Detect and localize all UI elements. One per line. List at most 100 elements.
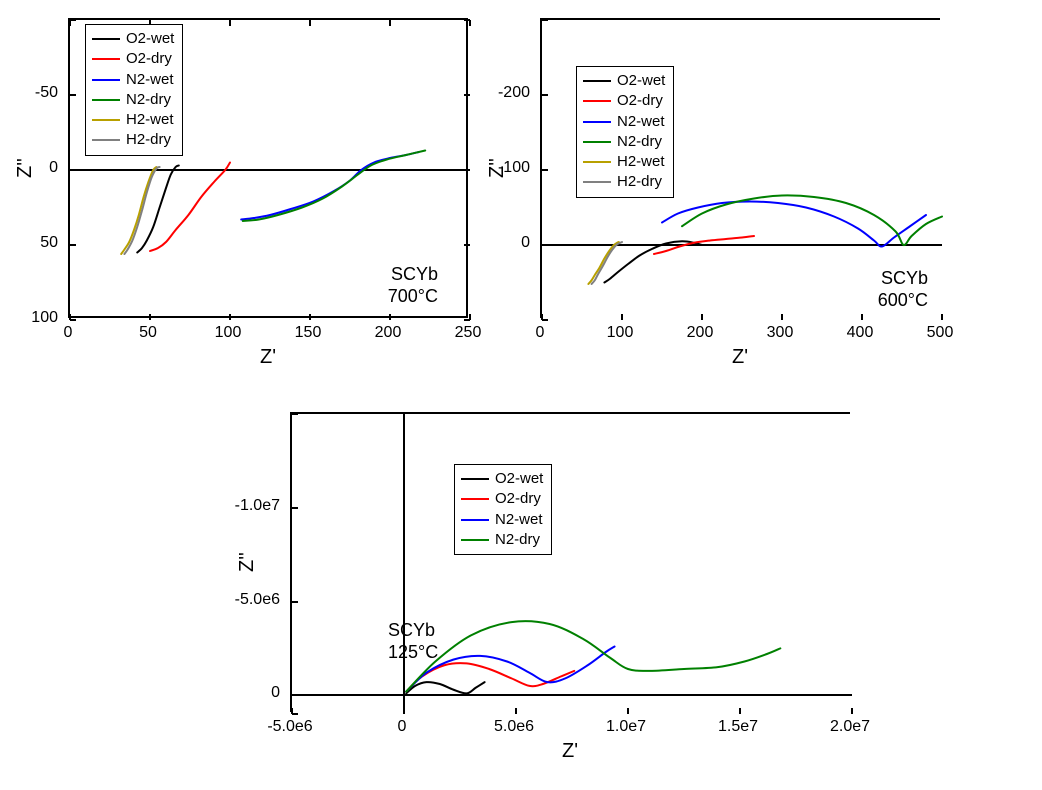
- legend-label: N2-wet: [495, 510, 543, 530]
- figure: SCYb700°C050100150200250-50050100Z'Z''O2…: [0, 0, 1042, 790]
- panel-annotation: SCYb125°C: [388, 620, 438, 663]
- xtick-label: -5.0e6: [267, 718, 312, 736]
- legend-label: O2-dry: [617, 91, 663, 111]
- xtick: [621, 314, 623, 320]
- legend-label: O2-wet: [617, 71, 665, 91]
- xtick-label: 400: [847, 324, 874, 342]
- xtick-label: 1.5e7: [718, 718, 758, 736]
- ytick-right: [464, 94, 470, 96]
- plot-area-p125: SCYb125°C: [290, 412, 850, 712]
- ytick-label: 0: [521, 234, 530, 252]
- ytick: [70, 19, 76, 21]
- legend-label: N2-wet: [126, 70, 174, 90]
- legend-item: N2-wet: [92, 70, 174, 90]
- ytick: [542, 319, 548, 321]
- xtick: [861, 314, 863, 320]
- xtick: [149, 314, 151, 320]
- legend-label: O2-wet: [126, 29, 174, 49]
- xtick: [389, 314, 391, 320]
- legend-item: H2-wet: [92, 110, 174, 130]
- ytick-label: 50: [40, 234, 58, 252]
- legend-item: N2-wet: [583, 112, 665, 132]
- panel-annotation: SCYb700°C: [388, 264, 438, 307]
- ytick-label: -50: [35, 84, 58, 102]
- xtick: [627, 708, 629, 714]
- xlabel: Z': [260, 346, 276, 369]
- series-O2-dry: [654, 236, 754, 254]
- legend-item: O2-dry: [92, 49, 174, 69]
- ytick-right: [464, 244, 470, 246]
- series-N2-dry: [243, 151, 425, 222]
- legend-p700: O2-wetO2-dryN2-wetN2-dryH2-wetH2-dry: [85, 24, 183, 156]
- series-O2-wet: [604, 241, 702, 282]
- xtick: [851, 708, 853, 714]
- xtick-label: 200: [687, 324, 714, 342]
- xtick: [403, 708, 405, 714]
- legend-item: H2-dry: [92, 130, 174, 150]
- legend-item: O2-dry: [461, 489, 543, 509]
- ytick-label: -1.0e7: [235, 497, 280, 515]
- ytick: [292, 694, 298, 696]
- legend-label: H2-dry: [126, 130, 171, 150]
- legend-swatch: [461, 539, 489, 541]
- ytick: [70, 244, 76, 246]
- legend-item: N2-dry: [461, 530, 543, 550]
- legend-label: H2-wet: [126, 110, 174, 130]
- legend-swatch: [583, 141, 611, 143]
- panel-annotation: SCYb600°C: [878, 268, 928, 311]
- ytick: [542, 94, 548, 96]
- xtick-top: [389, 20, 391, 26]
- legend-item: N2-dry: [583, 132, 665, 152]
- legend-item: H2-wet: [583, 152, 665, 172]
- legend-label: N2-dry: [495, 530, 540, 550]
- ytick: [292, 713, 298, 715]
- ytick-label: -200: [498, 84, 530, 102]
- ytick: [292, 413, 298, 415]
- legend-swatch: [461, 498, 489, 500]
- xlabel: Z': [732, 346, 748, 369]
- legend-label: H2-wet: [617, 152, 665, 172]
- ytick: [292, 601, 298, 603]
- legend-swatch: [583, 100, 611, 102]
- legend-label: O2-dry: [495, 489, 541, 509]
- xtick-label: 0: [536, 324, 545, 342]
- ytick-label: 0: [271, 684, 280, 702]
- legend-item: O2-dry: [583, 91, 665, 111]
- ytick: [70, 319, 76, 321]
- xtick: [781, 314, 783, 320]
- legend-swatch: [92, 99, 120, 101]
- xtick-label: 500: [927, 324, 954, 342]
- legend-item: O2-wet: [461, 469, 543, 489]
- xtick: [701, 314, 703, 320]
- xtick-label: 0: [64, 324, 73, 342]
- xtick-label: 100: [215, 324, 242, 342]
- legend-swatch: [92, 139, 120, 141]
- xtick-label: 5.0e6: [494, 718, 534, 736]
- ytick-right: [464, 319, 470, 321]
- legend-item: N2-dry: [92, 90, 174, 110]
- legend-swatch: [583, 80, 611, 82]
- legend-swatch: [583, 161, 611, 163]
- ytick: [542, 19, 548, 21]
- ytick-right: [464, 19, 470, 21]
- legend-label: N2-dry: [126, 90, 171, 110]
- series-N2-wet: [241, 152, 419, 220]
- legend-item: O2-wet: [583, 71, 665, 91]
- xtick-label: 0: [398, 718, 407, 736]
- ytick: [70, 94, 76, 96]
- xtick: [229, 314, 231, 320]
- legend-swatch: [92, 79, 120, 81]
- xtick-label: 150: [295, 324, 322, 342]
- ylabel: Z'': [14, 158, 37, 178]
- ytick-label: 0: [49, 159, 58, 177]
- legend-swatch: [92, 58, 120, 60]
- xtick-top: [309, 20, 311, 26]
- ylabel: Z'': [236, 552, 259, 572]
- ytick: [542, 244, 548, 246]
- legend-label: O2-dry: [126, 49, 172, 69]
- xtick-label: 50: [139, 324, 157, 342]
- legend-swatch: [92, 119, 120, 121]
- legend-item: H2-dry: [583, 172, 665, 192]
- xtick: [515, 708, 517, 714]
- legend-item: N2-wet: [461, 510, 543, 530]
